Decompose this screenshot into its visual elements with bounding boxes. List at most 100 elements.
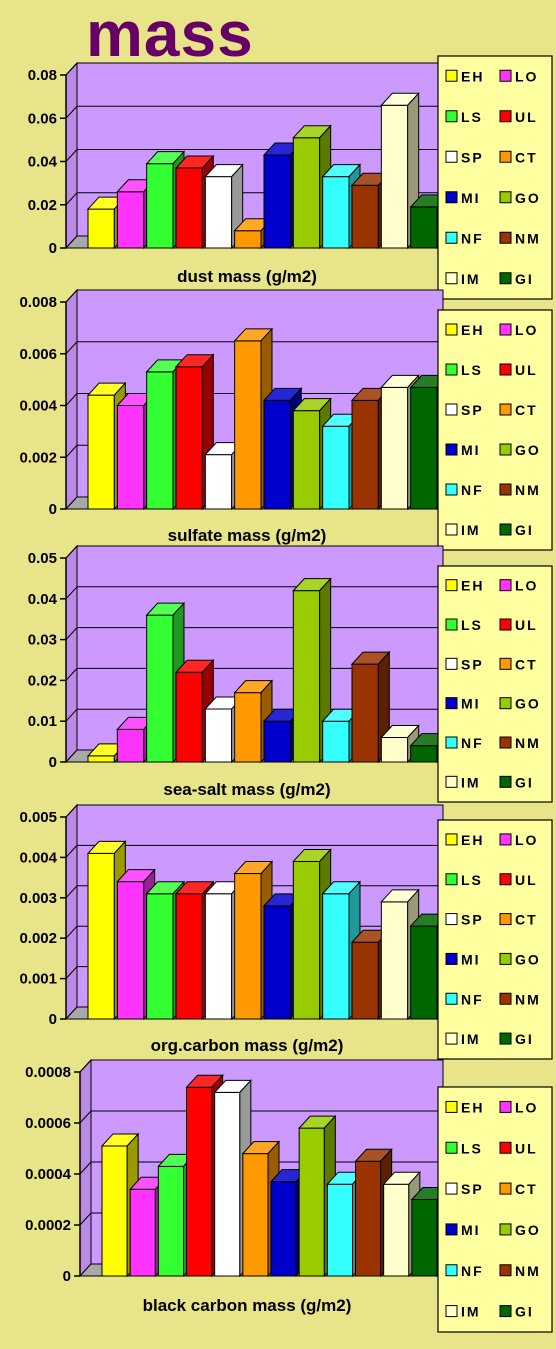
legend-swatch-mi <box>445 191 458 204</box>
legend-label-sp: SP <box>461 656 484 672</box>
bar-front <box>234 340 262 510</box>
legend-label-eh: EH <box>461 322 484 338</box>
x-axis-label: sulfate mass (g/m2) <box>168 526 327 545</box>
bar-front <box>263 720 291 763</box>
legend-swatch-eh <box>445 579 458 592</box>
legend-label-ul: UL <box>515 1140 538 1156</box>
y-tick-label: 0 <box>49 1011 57 1028</box>
legend-swatch-go <box>499 952 512 965</box>
legend-label-go: GO <box>515 1222 541 1238</box>
legend-label-ls: LS <box>461 617 483 633</box>
y-tick-label: 0.003 <box>19 890 57 907</box>
legend-swatch-lo <box>499 1100 512 1113</box>
legend-swatch-im <box>445 775 458 788</box>
bar-front <box>292 590 321 763</box>
bar-front <box>263 154 291 249</box>
legend-label-nm: NM <box>515 482 541 498</box>
bar-front <box>175 167 203 249</box>
bar-front <box>380 104 409 249</box>
bar-front <box>410 386 438 510</box>
bar-front <box>322 720 350 763</box>
gridline-side <box>65 627 78 640</box>
bar-front <box>116 405 145 510</box>
legend-label-mi: MI <box>461 190 481 206</box>
legend-swatch-ct <box>499 1182 512 1195</box>
x-axis-label: org.carbon mass (g/m2) <box>151 1036 344 1055</box>
legend-box <box>437 1086 553 1333</box>
legend-label-nf: NF <box>461 991 484 1007</box>
y-tick-label: 0.008 <box>19 294 57 311</box>
legend-label-im: IM <box>461 522 481 538</box>
legend: EH LO LS UL SP CT MI GO NF NM IM GI <box>437 55 553 300</box>
legend-label-ls: LS <box>461 109 483 125</box>
y-tick-label: 0 <box>49 754 57 771</box>
legend-label-lo: LO <box>515 1099 538 1115</box>
y-tick-label: 0.02 <box>28 197 57 214</box>
y-tick-label: 0.05 <box>28 550 57 567</box>
legend-label-go: GO <box>515 951 541 967</box>
gridline-side <box>65 192 78 206</box>
bar-front <box>87 394 115 510</box>
legend-label-mi: MI <box>461 1222 481 1238</box>
legend-swatch-ct <box>499 657 512 670</box>
legend-swatch-lo <box>499 69 512 82</box>
legend-swatch-go <box>499 697 512 710</box>
legend-swatch-nm <box>499 736 512 749</box>
bar-front <box>234 873 262 1020</box>
legend: EH LO LS UL SP CT MI GO NF NM IM GI <box>437 565 553 803</box>
y-tick-label: 0.06 <box>28 110 57 127</box>
gridline-side <box>65 545 78 559</box>
legend-swatch-mi <box>445 1223 458 1236</box>
bar-front <box>175 893 203 1020</box>
legend-swatch-sp <box>445 1182 458 1195</box>
legend-swatch-sp <box>445 150 458 163</box>
y-tick-label: 0.002 <box>19 930 57 947</box>
legend-label-im: IM <box>461 774 481 790</box>
legend-swatch-ls <box>445 110 458 123</box>
bar-front <box>322 425 350 510</box>
y-tick-label: 0.004 <box>19 849 57 866</box>
x-axis-label: dust mass (g/m2) <box>177 267 317 286</box>
y-tick-label: 0.03 <box>28 632 57 649</box>
gridline-side <box>65 393 78 406</box>
bar-front <box>351 399 379 510</box>
bar-front <box>326 1183 354 1277</box>
legend-swatch-ls <box>445 1141 458 1154</box>
legend-label-sp: SP <box>461 149 484 165</box>
legend-swatch-im <box>445 1032 458 1045</box>
gridline-side <box>79 1212 92 1226</box>
legend-label-im: IM <box>461 1304 481 1320</box>
legend-swatch-nf <box>445 231 458 244</box>
bar-front <box>322 176 350 249</box>
y-tick-label: 0.04 <box>28 154 58 171</box>
legend-swatch-eh <box>445 69 458 82</box>
bar-front <box>292 410 321 510</box>
legend-label-gi: GI <box>515 1031 534 1047</box>
gridline-side <box>65 289 78 303</box>
legend-label-ct: CT <box>515 912 538 928</box>
x-axis-label: sea-salt mass (g/m2) <box>163 780 330 799</box>
legend-swatch-eh <box>445 833 458 846</box>
gridline-side <box>65 708 78 722</box>
bar-front <box>101 1145 128 1277</box>
legend-swatch-mi <box>445 443 458 456</box>
legend: EH LO LS UL SP CT MI GO NF NM IM GI <box>437 819 553 1060</box>
chart-3: 0 0.01 0.02 0.03 0.04 0.05 sea-salt mass (g/m2… <box>28 544 553 803</box>
legend-label-ct: CT <box>515 656 538 672</box>
legend-swatch-gi <box>499 272 512 285</box>
legend-swatch-eh <box>445 1100 458 1113</box>
bar-im <box>380 91 420 250</box>
chart-1: 0 0.02 0.04 0.06 0.08 dust mass (g/m2) EH LO LS U… <box>28 55 553 300</box>
legend-label-im: IM <box>461 1031 481 1047</box>
legend-label-lo: LO <box>515 578 538 594</box>
legend-label-ul: UL <box>515 617 538 633</box>
legend-swatch-ls <box>445 873 458 886</box>
gridline-side <box>65 444 78 458</box>
bar-front <box>175 366 203 510</box>
bar-front <box>146 893 174 1020</box>
y-tick-label: 0.0002 <box>25 1217 71 1234</box>
legend-swatch-nm <box>499 992 512 1005</box>
legend-label-nm: NM <box>515 735 541 751</box>
legend-label-gi: GI <box>515 774 534 790</box>
gridline-side <box>79 1110 92 1124</box>
